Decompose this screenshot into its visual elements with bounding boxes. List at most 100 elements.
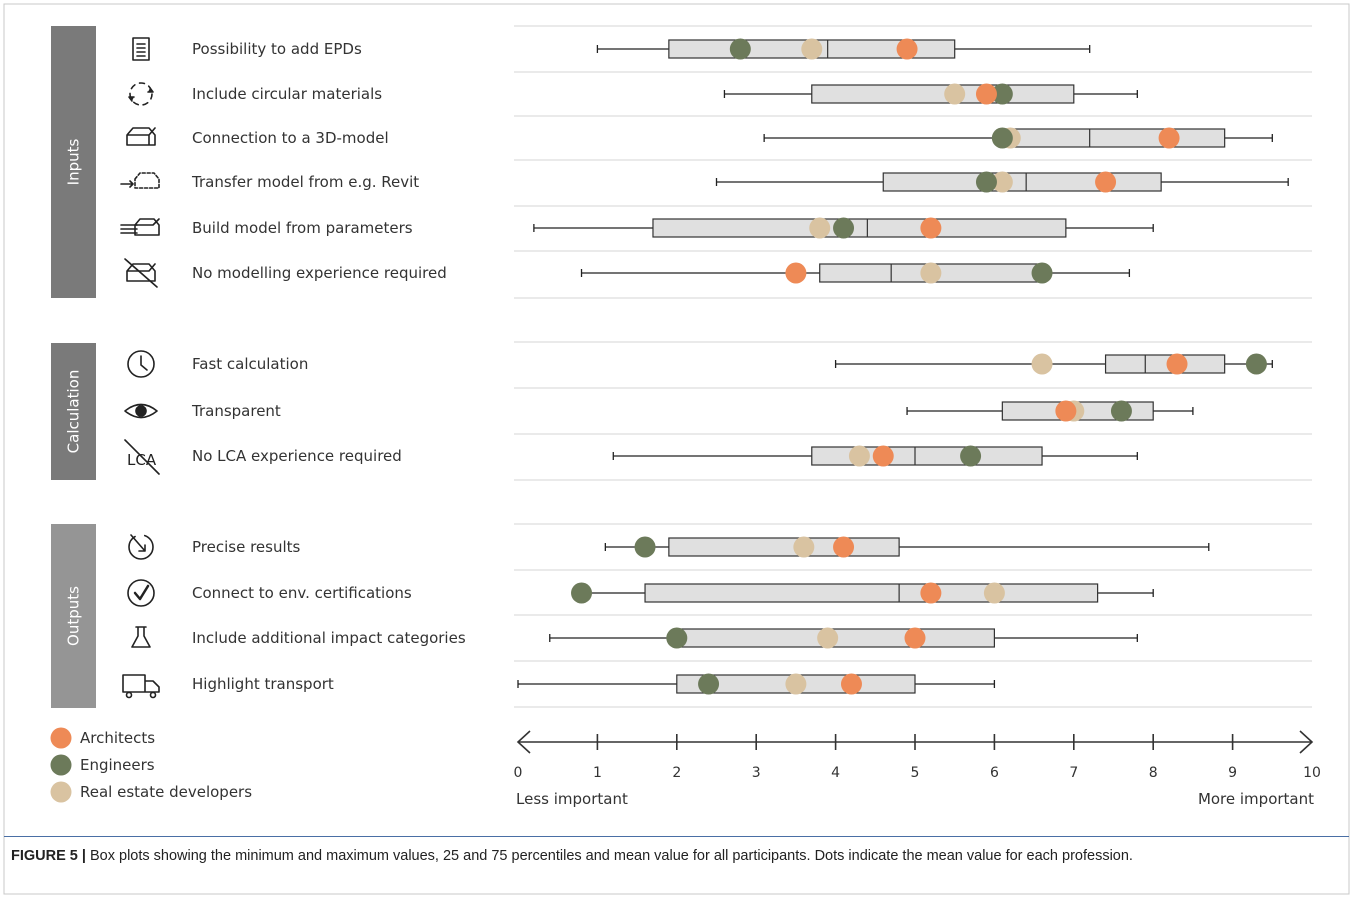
engineers-mean-dot bbox=[634, 536, 656, 558]
developers-mean-dot bbox=[809, 217, 831, 239]
x-tick-label: 10 bbox=[1303, 765, 1321, 781]
legend-marker bbox=[50, 781, 72, 803]
box-row bbox=[549, 627, 1138, 649]
engineers-mean-dot bbox=[1110, 400, 1132, 422]
recycle-icon-ring bbox=[129, 82, 153, 106]
engineers-mean-dot bbox=[1031, 262, 1053, 284]
legend: Architects Engineers Real estate developer… bbox=[50, 727, 252, 803]
engineers-mean-dot bbox=[833, 217, 855, 239]
architects-mean-dot bbox=[1166, 353, 1188, 375]
clock-icon-hands bbox=[140, 355, 148, 371]
developers-mean-dot bbox=[920, 262, 942, 284]
box-row bbox=[723, 83, 1138, 105]
legend-marker bbox=[50, 727, 72, 749]
group-label: Outputs bbox=[65, 586, 83, 646]
engineers-mean-dot bbox=[571, 582, 593, 604]
iqr-box bbox=[668, 537, 900, 557]
legend-label: Engineers bbox=[80, 756, 155, 774]
3d-model-icon-shape bbox=[126, 127, 156, 146]
transfer-model-icon-shape bbox=[134, 172, 160, 189]
box-row bbox=[533, 217, 1154, 239]
caption-rule bbox=[4, 836, 1349, 837]
no-lca-icon-strike bbox=[124, 439, 160, 475]
developers-mean-dot bbox=[801, 38, 823, 60]
row-labels: Possibility to add EPDs Include circular … bbox=[191, 40, 466, 693]
row-label: Include additional impact categories bbox=[192, 629, 466, 647]
architects-mean-dot bbox=[1158, 127, 1180, 149]
row-label: Connection to a 3D-model bbox=[192, 129, 389, 147]
x-tick-label: 4 bbox=[831, 765, 840, 781]
architects-mean-dot bbox=[833, 536, 855, 558]
developers-mean-dot bbox=[991, 171, 1013, 193]
engineers-mean-dot bbox=[960, 445, 982, 467]
clock-icon bbox=[127, 350, 155, 378]
row-label: Precise results bbox=[192, 538, 301, 556]
row-label: No modelling experience required bbox=[192, 264, 447, 282]
caption-text: Box plots showing the minimum and maximu… bbox=[85, 848, 1133, 864]
architects-mean-dot bbox=[872, 445, 894, 467]
developers-mean-dot bbox=[1031, 353, 1053, 375]
target-icon-arrow bbox=[130, 534, 146, 552]
architects-mean-dot bbox=[785, 262, 807, 284]
box-row bbox=[715, 171, 1289, 193]
x-tick-label: 2 bbox=[672, 765, 681, 781]
legend-label: Architects bbox=[80, 729, 155, 747]
developers-mean-dot bbox=[848, 445, 870, 467]
box-row bbox=[517, 673, 996, 695]
x-tick-label: 6 bbox=[990, 765, 999, 781]
group-bars: Inputs Calculation Outputs bbox=[51, 26, 96, 708]
box-row bbox=[834, 353, 1273, 375]
build-model-icon-shape bbox=[134, 218, 160, 236]
no-model-icon bbox=[124, 258, 158, 288]
target-icon bbox=[128, 534, 154, 560]
engineers-mean-dot bbox=[991, 127, 1013, 149]
row-label: Possibility to add EPDs bbox=[192, 40, 362, 58]
box-row bbox=[906, 400, 1194, 422]
check-circle-icon-mark bbox=[133, 584, 150, 601]
iqr-box bbox=[644, 583, 1099, 603]
row-label: Connect to env. certifications bbox=[192, 584, 412, 602]
engineers-mean-dot bbox=[975, 171, 997, 193]
row-label: Transfer model from e.g. Revit bbox=[191, 173, 419, 191]
architects-mean-dot bbox=[975, 83, 997, 105]
engineers-mean-dot bbox=[729, 38, 751, 60]
flask-icon bbox=[131, 626, 151, 648]
truck-icon-wheel bbox=[149, 691, 157, 699]
truck-icon-wheel bbox=[125, 691, 133, 699]
x-tick-label: 8 bbox=[1149, 765, 1158, 781]
check-circle-icon-ring bbox=[127, 579, 155, 607]
x-tick-label: 9 bbox=[1228, 765, 1237, 781]
box-row bbox=[580, 262, 1131, 284]
no-model-icon-strike bbox=[124, 258, 158, 288]
iqr-box bbox=[652, 218, 1067, 238]
recycle-icon-arrow bbox=[128, 96, 135, 102]
developers-mean-dot bbox=[817, 627, 839, 649]
row-label: Fast calculation bbox=[192, 355, 308, 373]
document-icon bbox=[132, 37, 150, 61]
build-model-icon bbox=[120, 218, 160, 236]
architects-mean-dot bbox=[920, 582, 942, 604]
iqr-box bbox=[1104, 354, 1226, 374]
group-bar-calculation bbox=[51, 343, 96, 480]
engineers-mean-dot bbox=[991, 83, 1013, 105]
engineers-mean-dot bbox=[698, 673, 720, 695]
transfer-model-icon-arrow bbox=[120, 180, 134, 188]
architects-mean-dot bbox=[904, 627, 926, 649]
x-axis-right-arrow bbox=[1299, 730, 1314, 754]
row-label: Include circular materials bbox=[192, 85, 382, 103]
legend-marker bbox=[50, 754, 72, 776]
x-tick-label: 5 bbox=[911, 765, 920, 781]
row-label: Transparent bbox=[191, 402, 281, 420]
box-row bbox=[571, 582, 1154, 604]
x-tick-label: 1 bbox=[593, 765, 602, 781]
recycle-icon bbox=[128, 82, 154, 106]
row-icons: LCA bbox=[120, 37, 160, 699]
x-axis: 0 1 2 3 4 5 6 7 8 9 10 Less important More important bbox=[514, 730, 1321, 808]
box-row bbox=[612, 445, 1138, 467]
box-row bbox=[596, 38, 1091, 60]
architects-mean-dot bbox=[920, 217, 942, 239]
box-row bbox=[604, 536, 1210, 558]
x-tick-label: 3 bbox=[752, 765, 761, 781]
row-label: Build model from parameters bbox=[192, 219, 413, 237]
